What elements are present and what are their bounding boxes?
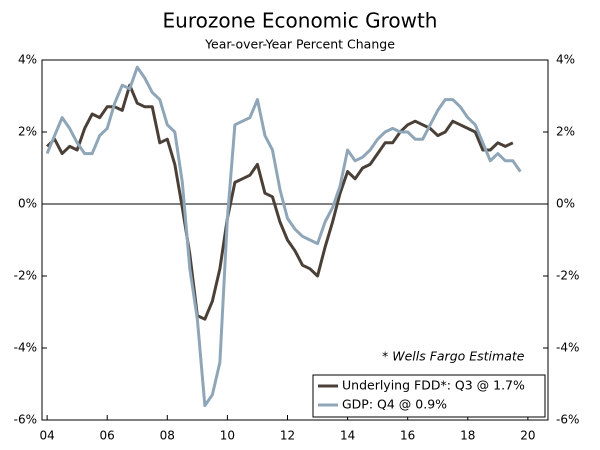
y-tick-label: -2% <box>14 269 37 283</box>
legend-box <box>312 374 546 418</box>
x-tick-label: 10 <box>220 429 235 443</box>
series-line <box>46 83 514 321</box>
y-tick-label: -4% <box>14 341 37 355</box>
y2-tick-label: -6% <box>556 413 579 427</box>
x-tick-label: 20 <box>520 429 535 443</box>
x-tick-label: 18 <box>460 429 475 443</box>
y-tick-label: -6% <box>14 413 37 427</box>
y-tick-label: 0% <box>18 197 37 211</box>
y2-tick-label: 0% <box>556 197 575 211</box>
x-tick-label: 04 <box>39 429 54 443</box>
y2-tick-label: 2% <box>556 125 575 139</box>
series-line <box>45 65 522 408</box>
x-tick-label: 14 <box>340 429 355 443</box>
y-tick-label: 2% <box>18 125 37 139</box>
chart-title: Eurozone Economic Growth <box>163 9 438 33</box>
x-tick-label: 12 <box>280 429 295 443</box>
y2-tick-label: -2% <box>556 269 579 283</box>
x-tick-label: 16 <box>400 429 415 443</box>
annotation: * Wells Fargo Estimate <box>382 349 525 364</box>
legend-label: GDP: Q4 @ 0.9% <box>342 397 447 412</box>
x-tick-label: 06 <box>100 429 115 443</box>
legend-label: Underlying FDD*: Q3 @ 1.7% <box>342 378 525 393</box>
y2-tick-label: 4% <box>556 53 575 67</box>
y2-tick-label: -4% <box>556 341 579 355</box>
x-tick-label: 08 <box>160 429 175 443</box>
chart-subtitle: Year-over-Year Percent Change <box>204 37 395 52</box>
plot-frame <box>41 59 549 421</box>
y-tick-label: 4% <box>18 53 37 67</box>
